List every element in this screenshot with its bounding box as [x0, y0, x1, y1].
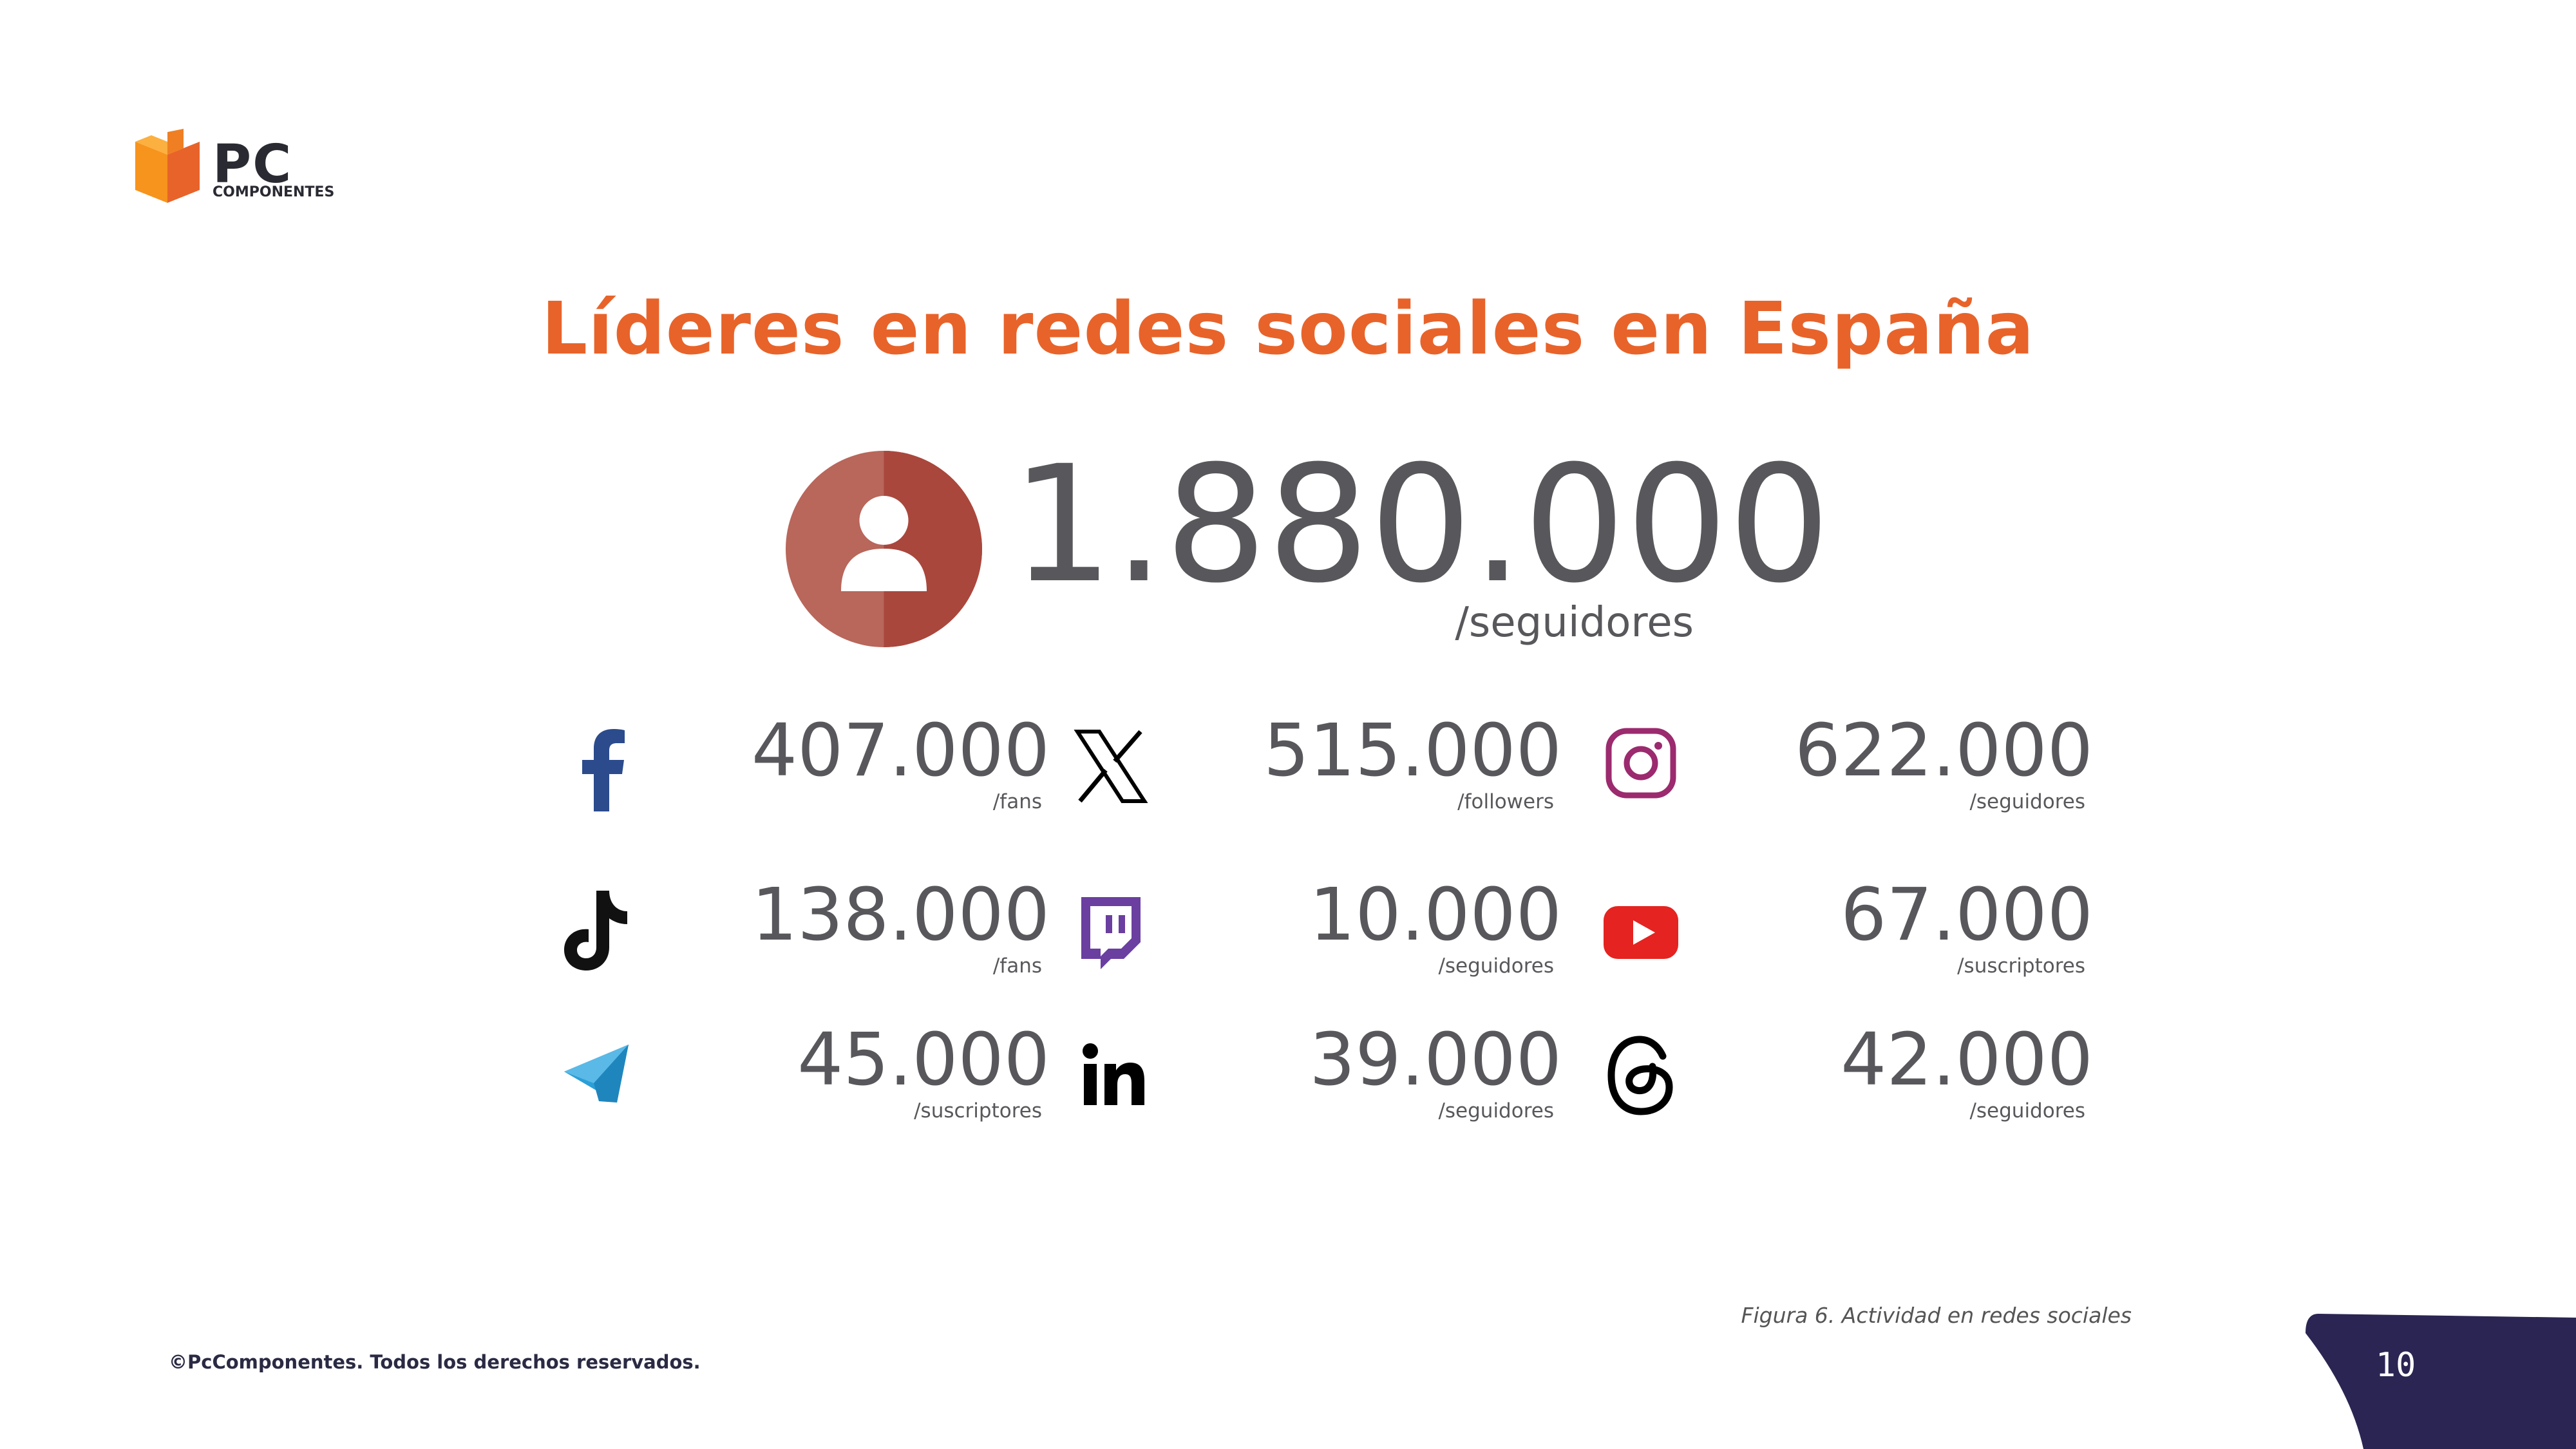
twitch-value: 10.000	[1309, 873, 1562, 957]
total-followers-unit: /seguidores	[1455, 599, 1694, 647]
stat-linkedin: 39.000 /seguidores	[1072, 1024, 1562, 1153]
facebook-value: 407.000	[751, 709, 1050, 793]
facebook-unit: /fans	[992, 790, 1042, 813]
instagram-icon	[1604, 721, 1681, 799]
figure-caption: Figura 6. Actividad en redes sociales	[1741, 1303, 2132, 1328]
total-followers-user-icon	[786, 451, 982, 647]
tiktok-value: 138.000	[751, 873, 1050, 957]
linkedin-icon	[1072, 1030, 1150, 1108]
instagram-unit: /seguidores	[1969, 790, 2085, 813]
threads-unit: /seguidores	[1969, 1099, 2085, 1122]
telegram-value: 45.000	[797, 1018, 1050, 1102]
pccomponentes-logo: PC COMPONENTES	[132, 129, 345, 206]
logo-box-icon	[135, 129, 200, 203]
linkedin-value: 39.000	[1309, 1018, 1562, 1102]
linkedin-unit: /seguidores	[1438, 1099, 1554, 1122]
logo-subtitle: COMPONENTES	[213, 184, 335, 200]
stat-telegram: 45.000 /suscriptores	[560, 1024, 1050, 1153]
stat-twitch: 10.000 /seguidores	[1072, 879, 1562, 1008]
logo-word: PC	[213, 134, 293, 195]
stat-threads: 42.000 /seguidores	[1604, 1024, 2093, 1153]
facebook-icon	[560, 721, 638, 811]
youtube-unit: /suscriptores	[1957, 954, 2085, 978]
tiktok-icon	[560, 886, 638, 971]
stat-youtube: 67.000 /suscriptores	[1604, 879, 2093, 1008]
telegram-icon	[560, 1030, 638, 1108]
youtube-value: 67.000	[1841, 873, 2093, 957]
twitch-unit: /seguidores	[1438, 954, 1554, 978]
x-icon	[1072, 721, 1150, 803]
footer-corner-shape	[2306, 1314, 2576, 1449]
copyright-notice: ©PcComponentes. Todos los derechos reser…	[169, 1351, 701, 1373]
stat-instagram: 622.000 /seguidores	[1604, 715, 2093, 844]
threads-icon	[1604, 1030, 1681, 1115]
page-number: 10	[2375, 1346, 2416, 1385]
x-value: 515.000	[1263, 709, 1562, 793]
x-unit: /followers	[1457, 790, 1554, 813]
page-title: Líderes en redes sociales en España	[541, 287, 2035, 371]
telegram-unit: /suscriptores	[914, 1099, 1042, 1122]
total-followers-value: 1.880.000	[1011, 431, 1831, 618]
threads-value: 42.000	[1841, 1018, 2093, 1102]
stat-x: 515.000 /followers	[1072, 715, 1562, 844]
stat-tiktok: 138.000 /fans	[560, 879, 1050, 1008]
stat-facebook: 407.000 /fans	[560, 715, 1050, 844]
twitch-icon	[1072, 886, 1150, 969]
youtube-icon	[1604, 886, 1681, 963]
tiktok-unit: /fans	[992, 954, 1042, 978]
instagram-value: 622.000	[1794, 709, 2093, 793]
